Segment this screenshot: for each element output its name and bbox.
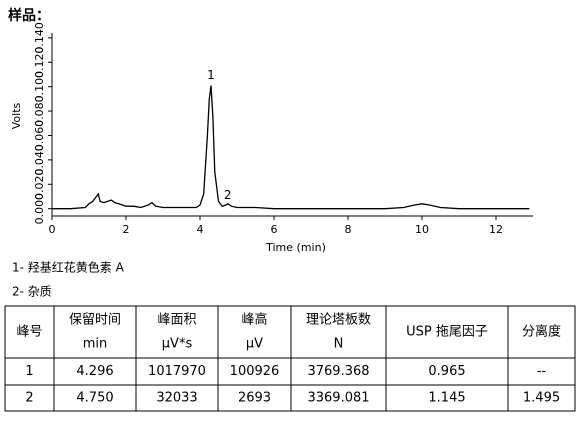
y-tick-label: 0.000 xyxy=(33,193,46,225)
table-cell: 3769.368 xyxy=(307,364,369,379)
header-cell: 峰高 xyxy=(241,312,267,328)
header-cell: 峰号 xyxy=(16,325,42,340)
table-cell: 32033 xyxy=(156,391,197,406)
y-tick-label: 0.120 xyxy=(33,47,46,79)
header-cell: µV xyxy=(246,337,263,352)
table-cell: 1 xyxy=(25,364,33,379)
y-tick-label: 0.140 xyxy=(33,22,46,54)
x-tick-label: 10 xyxy=(415,223,429,236)
table-cell: 3369.081 xyxy=(307,391,369,406)
trace xyxy=(52,85,530,210)
x-tick-label: 4 xyxy=(197,223,204,236)
note: 2- 杂质 xyxy=(12,285,52,299)
x-tick-label: 2 xyxy=(123,223,130,236)
peak-label: 2 xyxy=(224,188,232,202)
x-tick-label: 0 xyxy=(49,223,56,236)
header-cell: µV*s xyxy=(162,337,193,352)
y-axis-label: Volts xyxy=(10,102,23,129)
table-cell: 2693 xyxy=(238,391,271,406)
y-tick-label: 0.020 xyxy=(33,169,46,201)
heading: 样品： xyxy=(8,7,50,24)
peak-label: 1 xyxy=(207,68,215,82)
header-cell: 峰面积 xyxy=(157,313,196,328)
y-tick-label: 0.060 xyxy=(33,120,46,152)
table-cell: 4.296 xyxy=(76,364,113,379)
table-cell: 1.145 xyxy=(428,391,465,406)
x-axis-label: Time (min) xyxy=(265,241,326,254)
x-tick-label: 8 xyxy=(345,223,352,236)
y-tick-label: 0.100 xyxy=(33,71,46,103)
table-cell: 4.750 xyxy=(76,391,113,406)
header-cell: min xyxy=(83,337,108,352)
x-tick-label: 12 xyxy=(489,223,503,236)
table-cell: 1.495 xyxy=(523,391,560,406)
x-tick-label: 6 xyxy=(271,223,278,236)
table-cell: 2 xyxy=(25,391,33,406)
y-tick-label: 0.040 xyxy=(33,144,46,176)
header-cell: 理论塔板数 xyxy=(306,313,371,328)
table-cell: 100926 xyxy=(230,364,280,379)
header-cell: N xyxy=(334,337,344,352)
table-cell: 1017970 xyxy=(148,364,206,379)
y-tick-label: 0.080 xyxy=(33,95,46,127)
header-cell: 保留时间 xyxy=(69,313,121,328)
header-cell: 分离度 xyxy=(522,324,561,340)
note: 1- 羟基红花黄色素 A xyxy=(12,260,125,275)
table-cell: -- xyxy=(537,364,547,379)
table-cell: 0.965 xyxy=(428,364,465,379)
header-cell: USP 拖尾因子 xyxy=(406,325,488,340)
